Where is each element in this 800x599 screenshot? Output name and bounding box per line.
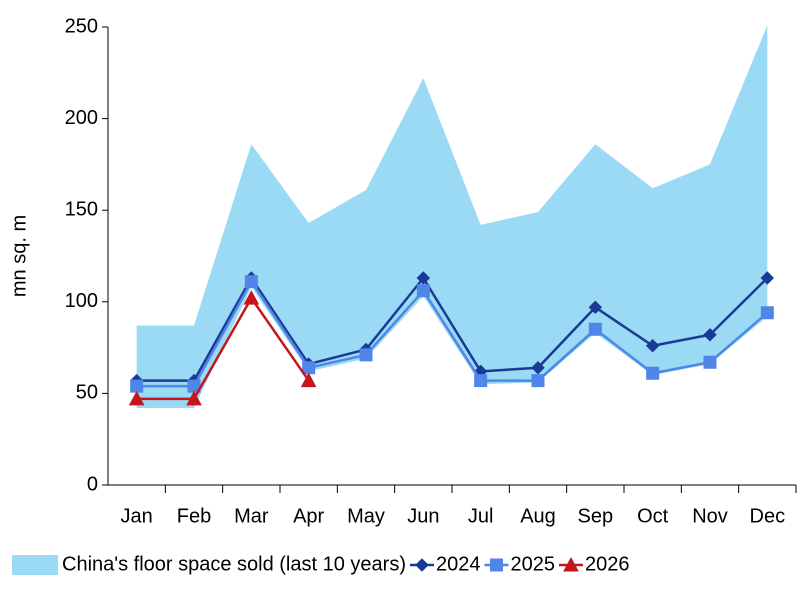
marker xyxy=(187,379,201,393)
marker xyxy=(703,328,717,342)
y-tick-label: 150 xyxy=(65,198,98,220)
legend: China's floor space sold (last 10 years)… xyxy=(12,553,629,575)
marker xyxy=(563,556,579,572)
marker xyxy=(415,558,429,572)
marker xyxy=(703,355,717,369)
x-tick-label: May xyxy=(347,505,385,527)
marker xyxy=(243,290,260,305)
marker xyxy=(416,284,430,298)
legend-swatch xyxy=(12,555,58,575)
marker xyxy=(760,271,775,285)
y-tick-label: 50 xyxy=(76,382,98,404)
x-tick-label: Oct xyxy=(637,505,669,527)
marker xyxy=(645,339,660,353)
x-tick-label: Apr xyxy=(293,505,324,527)
legend-label: China's floor space sold (last 10 years) xyxy=(62,553,406,575)
x-tick-label: Feb xyxy=(177,505,211,527)
marker xyxy=(646,366,660,380)
series-line xyxy=(136,295,310,401)
marker xyxy=(531,361,545,375)
y-axis-label: mn sq. m xyxy=(8,215,30,297)
y-tick-label: 0 xyxy=(87,473,98,495)
series-line xyxy=(136,279,769,388)
x-tick-label: Dec xyxy=(750,505,786,527)
marker xyxy=(489,558,503,572)
x-tick-label: Sep xyxy=(578,505,614,527)
marker xyxy=(300,372,317,388)
marker xyxy=(531,374,545,388)
marker xyxy=(588,300,603,315)
x-tick-label: Nov xyxy=(692,505,728,527)
marker xyxy=(186,390,202,406)
x-tick-label: Jun xyxy=(407,505,439,527)
legend-label: 2024 xyxy=(436,553,481,575)
marker xyxy=(416,271,431,285)
x-tick-label: Mar xyxy=(234,505,269,527)
marker xyxy=(128,390,145,406)
marker xyxy=(588,322,602,336)
y-tick-label: 100 xyxy=(65,290,98,312)
series-line xyxy=(136,275,769,382)
marker xyxy=(359,348,373,362)
legend-label: 2025 xyxy=(510,553,555,575)
marker xyxy=(302,361,316,375)
x-tick-label: Aug xyxy=(520,505,556,527)
marker xyxy=(760,306,774,320)
x-tick-label: Jul xyxy=(468,505,494,527)
y-tick-label: 250 xyxy=(65,15,98,37)
legend-label: 2026 xyxy=(585,553,630,575)
marker xyxy=(130,379,144,393)
y-tick-label: 200 xyxy=(65,107,98,129)
marker xyxy=(474,374,488,388)
range-area xyxy=(136,25,768,409)
marker xyxy=(244,275,258,289)
x-tick-label: Jan xyxy=(121,505,153,527)
